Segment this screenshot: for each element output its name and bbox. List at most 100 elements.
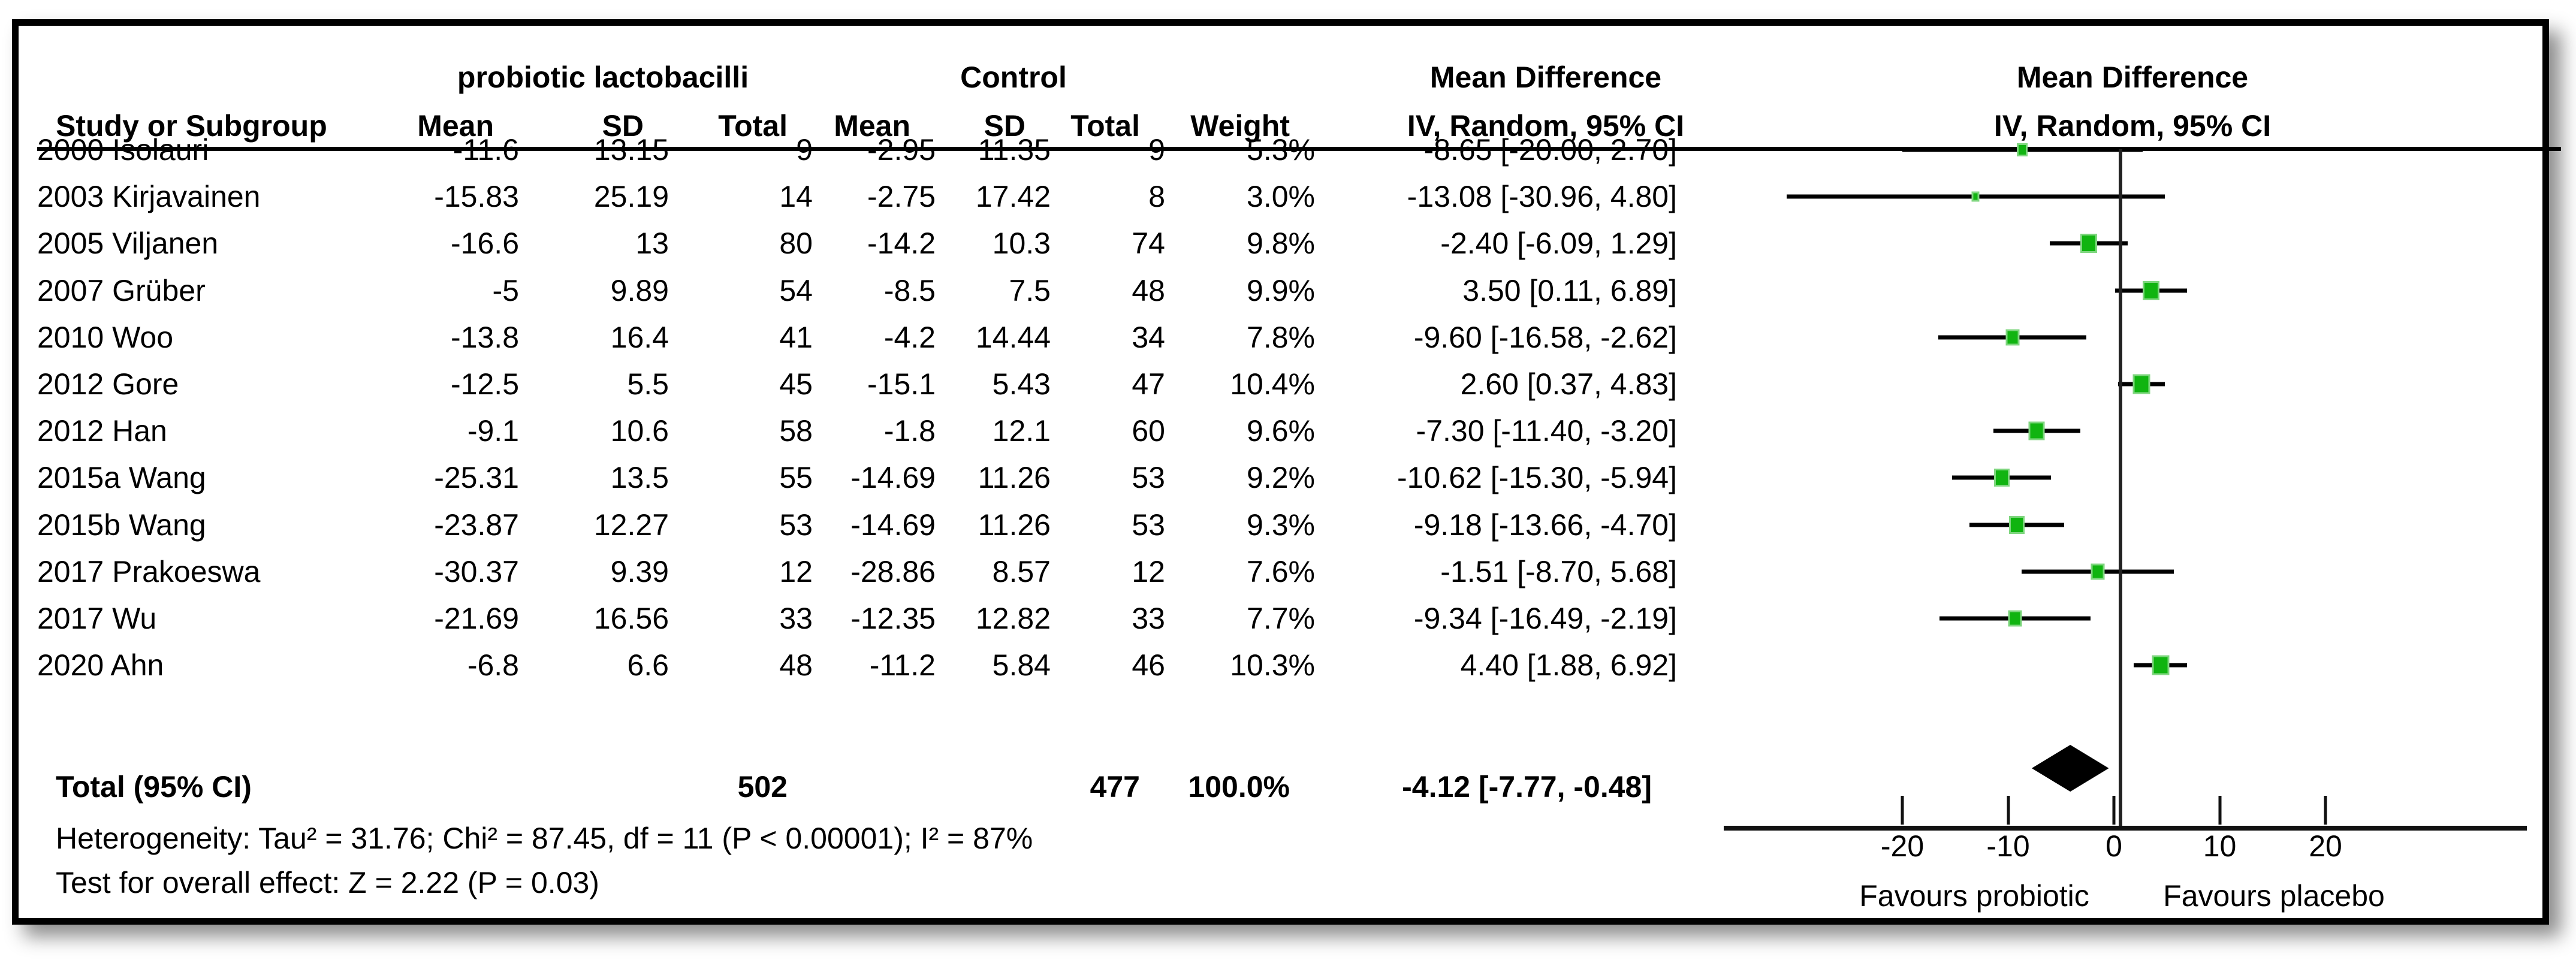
cell-c_sd: 17.42: [975, 180, 1051, 214]
cell-t_mean: -5: [492, 273, 519, 307]
group-header-control: Control: [960, 61, 1067, 94]
cell-c_total: 74: [1132, 227, 1165, 261]
cell-c_total: 12: [1132, 554, 1165, 588]
cell-t_sd: 9.89: [610, 273, 669, 307]
effect-marker: [2005, 329, 2020, 346]
cell-c_total: 47: [1132, 367, 1165, 401]
study-label: 2017 Wu: [37, 602, 157, 635]
cell-c_sd: 12.82: [975, 602, 1051, 635]
column-header-weight: Weight: [1190, 109, 1290, 143]
cell-t_total: 14: [779, 180, 813, 214]
column-header-ctrl-mean: Mean: [834, 109, 910, 143]
cell-weight: 7.8%: [1247, 320, 1315, 354]
cell-c_mean: -14.69: [850, 508, 936, 542]
study-label: 2012 Han: [37, 414, 167, 448]
cell-c_sd: 5.43: [992, 367, 1051, 401]
favours-right-label: Favours placebo: [2163, 879, 2385, 913]
effect-marker: [2080, 234, 2097, 253]
x-axis-tick-label: 10: [2203, 829, 2237, 863]
cell-ci_text: -2.40 [-6.09, 1.29]: [1440, 227, 1677, 261]
cell-t_mean: -11.6: [453, 133, 519, 167]
x-axis-tick-label: 20: [2309, 829, 2342, 863]
cell-c_total: 53: [1132, 461, 1165, 495]
cell-t_total: 80: [779, 227, 813, 261]
x-axis-tick: [2324, 796, 2327, 825]
cell-c_mean: -2.75: [867, 180, 936, 214]
cell-ci_text: -9.60 [-16.58, -2.62]: [1413, 320, 1677, 354]
cell-t_mean: -16.6: [451, 227, 519, 261]
cell-c_total: 9: [1148, 133, 1165, 167]
cell-t_sd: 13: [635, 227, 669, 261]
cell-ci_text: -7.30 [-11.40, -3.20]: [1416, 414, 1677, 448]
cell-t_total: 55: [779, 461, 813, 495]
cell-c_total: 60: [1132, 414, 1165, 448]
cell-weight: 7.7%: [1247, 602, 1315, 635]
cell-t_total: 9: [796, 133, 813, 167]
header-separator-rule: [37, 147, 2561, 151]
cell-c_sd: 8.57: [992, 554, 1051, 588]
cell-t_sd: 16.56: [593, 602, 669, 635]
cell-t_sd: 13.15: [593, 133, 669, 167]
group-header-treatment: probiotic lactobacilli: [457, 61, 749, 94]
cell-ci_text: -1.51 [-8.70, 5.68]: [1440, 554, 1677, 588]
cell-t_mean: -30.37: [434, 554, 519, 588]
study-label: 2007 Grüber: [37, 273, 206, 307]
total-weight: 100.0%: [1188, 770, 1290, 804]
cell-weight: 9.2%: [1247, 461, 1315, 495]
column-header-study: Study or Subgroup: [56, 109, 327, 143]
cell-c_mean: -15.1: [867, 367, 936, 401]
cell-c_mean: -14.2: [867, 227, 936, 261]
cell-t_total: 58: [779, 414, 813, 448]
cell-weight: 9.8%: [1247, 227, 1315, 261]
effect-marker: [2091, 563, 2105, 580]
cell-ci_text: -8.65 [-20.00, 2.70]: [1423, 133, 1677, 167]
cell-weight: 9.6%: [1247, 414, 1315, 448]
study-label: 2020 Ahn: [37, 648, 164, 683]
cell-t_mean: -12.5: [451, 367, 519, 401]
column-header-treat-total: Total: [718, 109, 788, 143]
cell-ci_text: -9.34 [-16.49, -2.19]: [1413, 602, 1677, 635]
x-axis-tick: [2007, 796, 2010, 825]
cell-ci_text: 4.40 [1.88, 6.92]: [1460, 648, 1677, 683]
cell-weight: 5.3%: [1247, 133, 1315, 167]
study-label: 2000 Isolauri: [37, 133, 209, 167]
x-axis-tick: [1901, 796, 1904, 825]
cell-ci_text: 3.50 [0.11, 6.89]: [1462, 273, 1677, 307]
x-axis-tick: [2218, 796, 2221, 825]
effect-marker: [1993, 469, 2010, 487]
cell-c_mean: -11.2: [869, 648, 936, 683]
cell-c_mean: -4.2: [883, 320, 936, 354]
effect-marker: [2152, 655, 2170, 675]
cell-t_mean: -23.87: [434, 508, 519, 542]
cell-c_sd: 10.3: [992, 227, 1051, 261]
cell-t_sd: 12.27: [593, 508, 669, 542]
study-label: 2005 Viljanen: [37, 227, 219, 261]
cell-weight: 10.3%: [1230, 648, 1315, 683]
favours-left-label: Favours probiotic: [1859, 879, 2089, 913]
cell-t_total: 33: [779, 602, 813, 635]
cell-c_sd: 7.5: [1009, 273, 1051, 307]
study-label: 2015a Wang: [37, 461, 206, 495]
cell-t_mean: -9.1: [467, 414, 519, 448]
x-axis-tick: [2112, 796, 2116, 825]
cell-c_total: 34: [1132, 320, 1165, 354]
effect-marker: [2028, 421, 2045, 440]
cell-t_total: 54: [779, 273, 813, 307]
effect-marker: [2142, 280, 2159, 300]
total-row-label: Total (95% CI): [56, 770, 252, 804]
x-axis-tick-label: -10: [1986, 829, 2030, 863]
total-ci-text: -4.12 [-7.77, -0.48]: [1402, 770, 1652, 804]
cell-c_sd: 14.44: [975, 320, 1051, 354]
cell-t_sd: 25.19: [593, 180, 669, 214]
total-control-n: 477: [1090, 770, 1140, 804]
column-header-treat-sd: SD: [602, 109, 644, 143]
effect-marker: [2008, 610, 2022, 627]
study-label: 2015b Wang: [37, 508, 206, 542]
cell-t_mean: -13.8: [451, 320, 519, 354]
cell-c_mean: -2.95: [867, 133, 936, 167]
study-label: 2003 Kirjavainen: [37, 180, 261, 214]
cell-c_sd: 11.26: [978, 508, 1051, 542]
cell-ci_text: -13.08 [-30.96, 4.80]: [1407, 180, 1677, 214]
cell-t_mean: -15.83: [434, 180, 519, 214]
cell-c_total: 53: [1132, 508, 1165, 542]
